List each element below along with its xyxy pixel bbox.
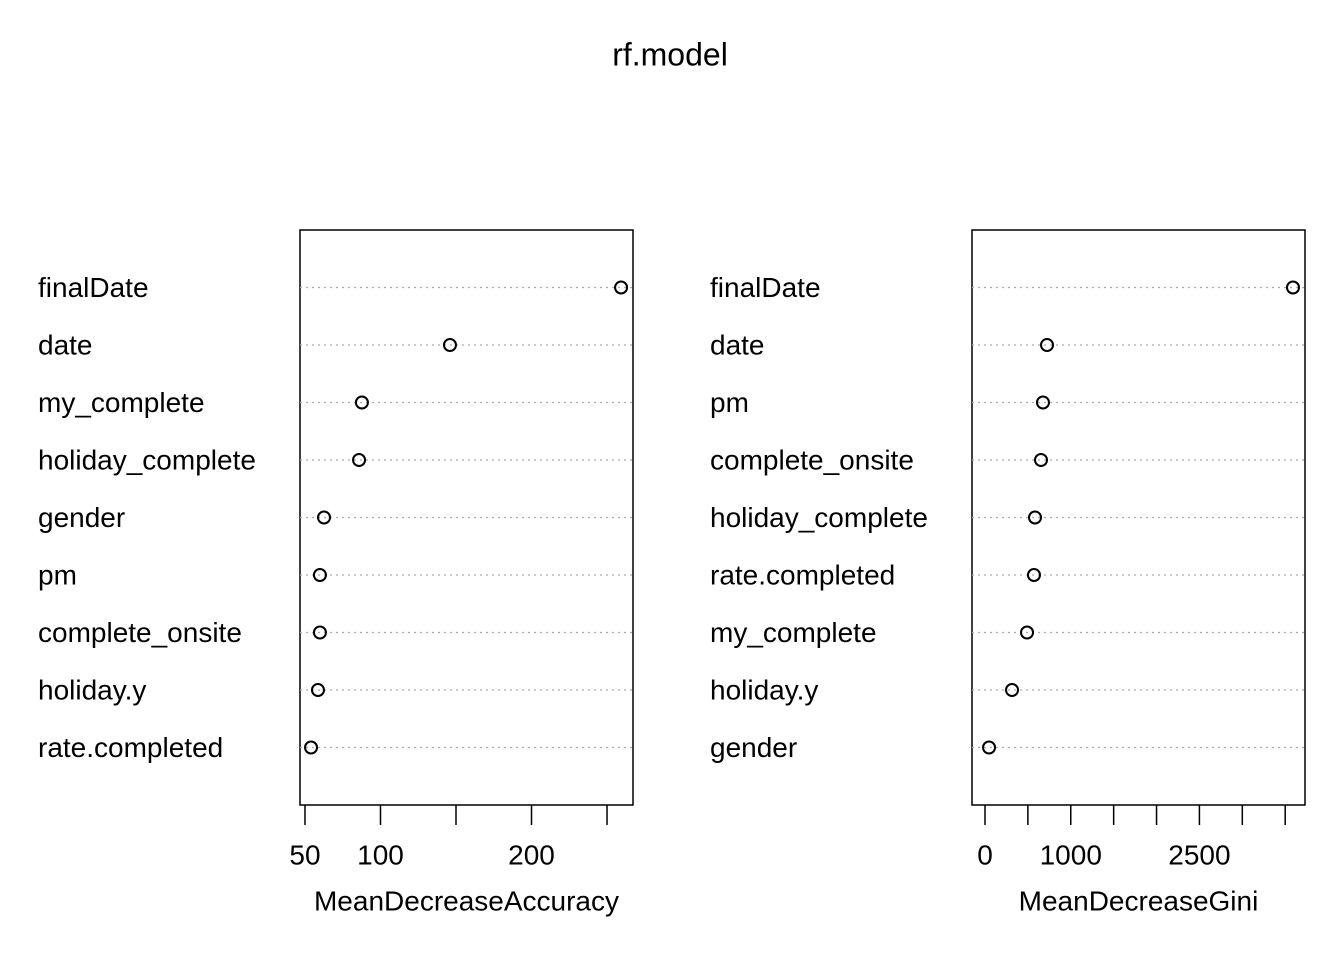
- dot: [1035, 395, 1050, 410]
- dot: [304, 740, 319, 755]
- category-label: gender: [38, 502, 125, 533]
- x-tick-label: 200: [508, 839, 555, 870]
- dot: [1005, 683, 1020, 697]
- dot: [310, 683, 325, 697]
- x-axis-title: MeanDecreaseAccuracy: [314, 885, 619, 916]
- category-label: rate.completed: [710, 559, 895, 590]
- x-tick-label: 100: [357, 839, 404, 870]
- dot: [1040, 338, 1055, 352]
- category-label: pm: [710, 387, 749, 418]
- dot: [1026, 568, 1041, 582]
- category-label: rate.completed: [38, 732, 223, 763]
- category-label: pm: [38, 559, 77, 590]
- x-axis-title: MeanDecreaseGini: [1019, 885, 1259, 916]
- category-label: holiday.y: [38, 674, 146, 705]
- category-label: date: [38, 329, 93, 360]
- x-tick-label: 2500: [1168, 839, 1230, 870]
- category-label: gender: [710, 732, 797, 763]
- category-label: holiday.y: [710, 674, 818, 705]
- x-tick-label: 50: [289, 839, 320, 870]
- dot: [312, 568, 327, 582]
- dot: [352, 453, 367, 467]
- dot: [317, 510, 332, 525]
- dot: [1028, 510, 1043, 525]
- category-label: finalDate: [38, 272, 149, 303]
- category-label: complete_onsite: [710, 444, 914, 475]
- category-label: holiday_complete: [38, 444, 256, 475]
- dot: [312, 625, 327, 640]
- dot: [1020, 625, 1035, 640]
- dot: [354, 395, 369, 410]
- dot: [614, 280, 629, 295]
- chart-title: rf.model: [612, 36, 728, 72]
- x-tick-label: 0: [977, 839, 993, 870]
- dot: [1285, 280, 1300, 295]
- dot: [982, 740, 997, 755]
- category-label: holiday_complete: [710, 502, 928, 533]
- category-label: complete_onsite: [38, 617, 242, 648]
- category-label: my_complete: [38, 387, 205, 418]
- category-label: date: [710, 329, 765, 360]
- x-tick-label: 1000: [1040, 839, 1102, 870]
- category-label: my_complete: [710, 617, 877, 648]
- dot: [1034, 453, 1049, 467]
- dot: [442, 338, 457, 352]
- category-label: finalDate: [710, 272, 821, 303]
